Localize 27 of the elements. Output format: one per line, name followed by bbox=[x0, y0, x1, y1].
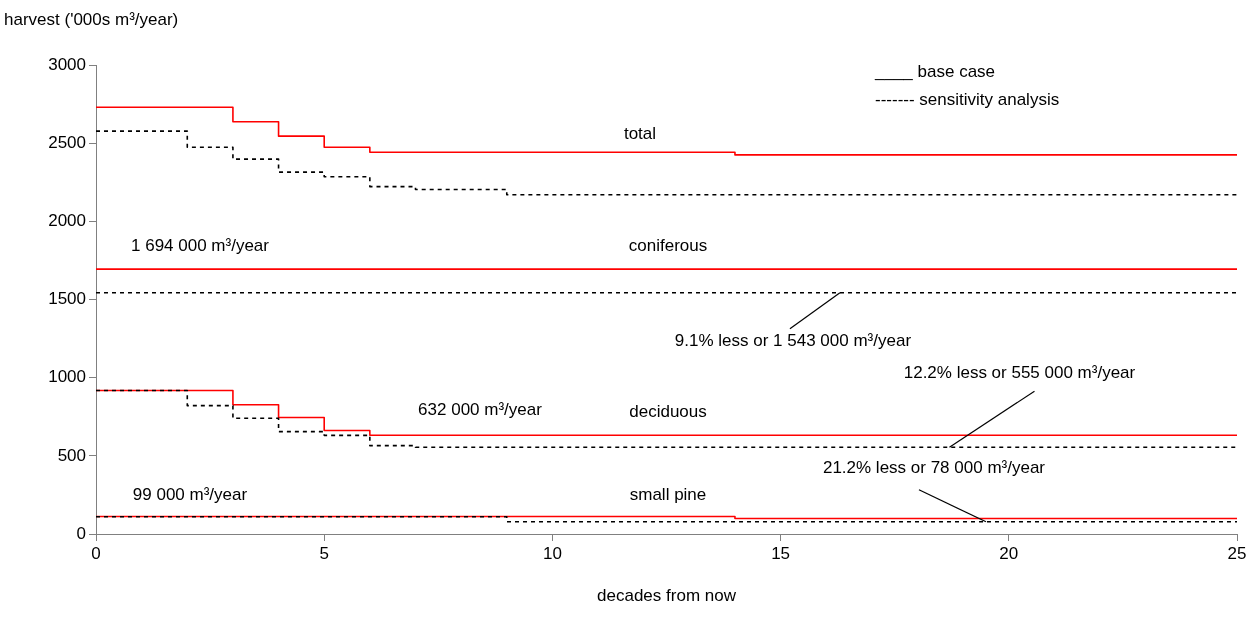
x-tick-label: 0 bbox=[91, 543, 101, 563]
annotation: deciduous bbox=[629, 401, 707, 421]
annotation: 632 000 m³/year bbox=[418, 399, 543, 419]
annotation: total bbox=[623, 123, 657, 143]
annotation: 21.2% less or 78 000 m³/year bbox=[822, 458, 1046, 478]
y-tick-label: 2500 bbox=[48, 132, 86, 152]
y-tick-label: 3000 bbox=[48, 54, 86, 74]
y-axis-title: harvest ('000s m³/year) bbox=[4, 9, 179, 29]
y-tick-label: 2000 bbox=[48, 211, 86, 231]
annotation: 12.2% less or 555 000 m³/year bbox=[903, 362, 1136, 382]
x-tick-label: 20 bbox=[999, 543, 1019, 563]
y-tick-label: 0 bbox=[76, 523, 86, 543]
x-tick-label: 5 bbox=[319, 543, 329, 563]
annotation: ------- sensitivity analysis bbox=[875, 89, 1060, 109]
x-tick-label: 25 bbox=[1227, 543, 1247, 563]
annotation: 1 694 000 m³/year bbox=[131, 235, 270, 255]
y-tick-label: 1000 bbox=[48, 367, 86, 387]
annotation: small pine bbox=[629, 484, 707, 504]
annotation: 9.1% less or 1 543 000 m³/year bbox=[674, 331, 912, 351]
annotation: coniferous bbox=[628, 235, 708, 255]
x-tick-label: 15 bbox=[771, 543, 791, 563]
x-tick-label: 10 bbox=[542, 543, 562, 563]
annotation: 99 000 m³/year bbox=[132, 484, 248, 504]
x-axis-title: decades from now bbox=[597, 585, 737, 605]
annotation: ____ base case bbox=[874, 61, 996, 81]
y-tick-label: 500 bbox=[57, 445, 86, 465]
y-tick-label: 1500 bbox=[48, 289, 86, 309]
